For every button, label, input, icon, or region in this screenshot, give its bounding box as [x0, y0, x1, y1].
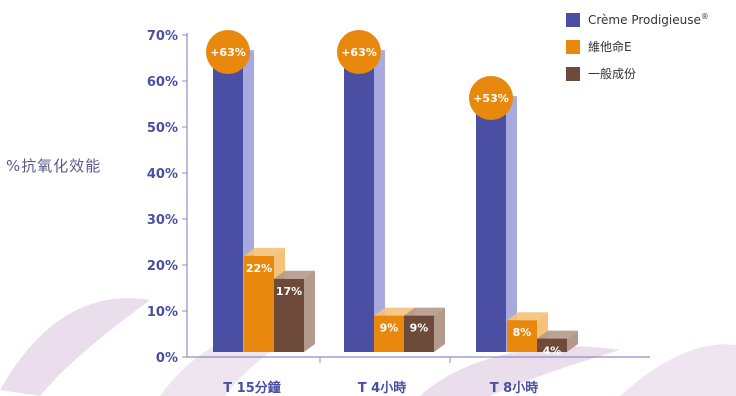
bar-creme	[476, 104, 506, 352]
bar-side-creme	[506, 96, 517, 352]
legend-item-creme: Crème Prodigieuse®	[566, 6, 709, 33]
legend-label-creme: Crème Prodigieuse®	[588, 12, 709, 27]
data-label-vitamin-e: 8%	[513, 326, 532, 339]
badge-annotation: +53%	[473, 92, 509, 105]
petal-shape	[620, 344, 736, 396]
bar-side-regular	[304, 270, 315, 352]
bar-top-regular	[404, 307, 445, 316]
legend-item-vitamin-e: 維他命E	[566, 33, 709, 60]
bar-regular	[274, 278, 304, 352]
legend-swatch-vitamin-e	[566, 39, 580, 54]
legend-swatch-creme	[566, 12, 580, 27]
data-label-regular: 17%	[276, 285, 302, 298]
bar-vitamin-e	[374, 315, 404, 352]
background-petals	[0, 298, 736, 396]
bar-top-vitamin-e	[244, 247, 285, 256]
bar-creme	[213, 58, 243, 352]
data-label-vitamin-e: 9%	[380, 322, 399, 335]
bar-side-regular	[434, 307, 445, 352]
legend-label-vitamin-e: 維他命E	[588, 40, 632, 54]
bar-vitamin-e	[244, 255, 274, 352]
bar-side-creme	[374, 50, 385, 352]
bar-top-regular	[274, 270, 315, 279]
y-tick-label: 30%	[147, 213, 178, 228]
x-category-label: T 4小時	[358, 380, 406, 396]
bar-regular	[537, 338, 567, 352]
bar-side-regular	[567, 330, 578, 352]
bar-top-regular	[537, 330, 578, 339]
y-axis-label: %抗氧化效能	[6, 157, 102, 175]
bar-regular	[404, 315, 434, 352]
badge-circle	[469, 76, 513, 120]
bar-top-vitamin-e	[507, 312, 548, 321]
data-label-vitamin-e: 22%	[246, 262, 272, 275]
legend: Crème Prodigieuse® 維他命E 一般成份	[566, 6, 709, 87]
data-label-regular: 9%	[410, 322, 429, 335]
badge-annotation: +63%	[210, 46, 246, 59]
bar-top-vitamin-e	[374, 307, 415, 316]
legend-label-regular: 一般成份	[588, 67, 637, 81]
x-category-label: T 15分鐘	[223, 380, 281, 396]
y-tick-label: 40%	[147, 167, 178, 182]
badge-circle	[337, 30, 381, 74]
badge-annotation: +63%	[341, 46, 377, 59]
y-tick-label: 70%	[147, 29, 178, 44]
y-tick-label: 10%	[147, 305, 178, 320]
badge-circle	[206, 30, 250, 74]
bar-creme	[344, 58, 374, 352]
petal-shape	[420, 346, 620, 396]
legend-item-regular: 一般成份	[566, 60, 709, 87]
y-tick-label: 20%	[147, 259, 178, 274]
bar-vitamin-e	[507, 320, 537, 352]
data-label-regular: 4%	[543, 345, 562, 358]
y-tick-label: 0%	[156, 351, 178, 366]
y-tick-label: 60%	[147, 75, 178, 90]
legend-swatch-regular	[566, 66, 580, 81]
y-tick-label: 50%	[147, 121, 178, 136]
x-category-label: T 8小時	[490, 380, 538, 396]
petal-shape	[0, 298, 150, 396]
